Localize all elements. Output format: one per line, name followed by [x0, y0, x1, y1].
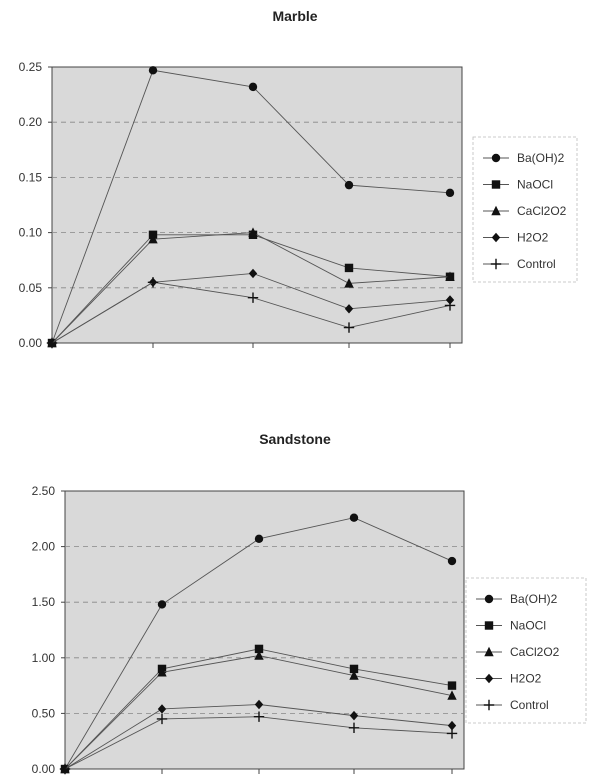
- sandstone-y-tick-label: 0.00: [32, 762, 56, 776]
- marble-legend-label-2: CaCl2O2: [517, 204, 567, 218]
- sandstone-legend-label-2: CaCl2O2: [510, 645, 560, 659]
- marble-legend-marker-0: [491, 153, 501, 163]
- sandstone-point-0-1: [157, 600, 167, 609]
- marble-point-4-3: [343, 322, 355, 333]
- marble-y-tick-label: 0.20: [19, 115, 43, 129]
- sandstone-legend-label-4: Control: [510, 698, 549, 712]
- marble-point-2-1: [148, 234, 158, 244]
- marble-legend-label-4: Control: [517, 257, 556, 271]
- marble-chart: Marble 0.00 0.05 0.10 0.15 0.20 0.25 Ba(OH)2 Na…: [0, 0, 590, 360]
- sandstone-point-4-1: [156, 713, 168, 725]
- sandstone-y-tick-label: 2.50: [32, 484, 56, 498]
- marble-legend-marker-2: [491, 205, 501, 216]
- marble-chart-title: Marble: [272, 8, 318, 24]
- sandstone-legend-box: [465, 577, 587, 724]
- marble-point-4-0: [46, 337, 58, 349]
- sandstone-legend-label-1: NaOCl: [510, 619, 546, 633]
- marble-point-3-3: [344, 304, 354, 314]
- marble-y-tick-label: 0.00: [19, 336, 43, 350]
- sandstone-point-1-4: [447, 681, 457, 690]
- marble-point-0-3: [344, 180, 354, 190]
- sandstone-point-0-3: [349, 513, 359, 522]
- sandstone-legend-label-3: H2O2: [510, 672, 542, 686]
- sandstone-legend-marker-1: [484, 621, 494, 630]
- marble-legend-marker-3: [491, 232, 501, 243]
- sandstone-legend-marker-3: [484, 673, 494, 684]
- sandstone-point-0-2: [254, 534, 264, 544]
- marble-point-3-2: [248, 268, 258, 279]
- marble-legend-marker-4: [490, 258, 502, 270]
- sandstone-point-4-0: [59, 763, 71, 775]
- marble-point-0-4: [445, 188, 455, 198]
- sandstone-point-1-2: [254, 644, 264, 654]
- sandstone-point-2-1: [157, 667, 167, 677]
- sandstone-point-1-3: [349, 664, 359, 674]
- sandstone-point-4-3: [348, 722, 360, 734]
- marble-point-2-2: [248, 227, 258, 237]
- marble-y-tick-label: 0.15: [19, 170, 43, 184]
- sandstone-point-2-2: [254, 650, 264, 660]
- marble-y-tick-label: 0.05: [19, 281, 43, 295]
- marble-y-tick-label: 0.10: [19, 226, 43, 240]
- sandstone-legend-marker-0: [484, 594, 494, 604]
- sandstone-point-0-4: [447, 556, 457, 566]
- sandstone-legend-marker-4: [483, 699, 495, 711]
- marble-point-4-4: [444, 300, 456, 311]
- marble-point-4-1: [147, 277, 159, 288]
- sandstone-point-3-1: [157, 704, 167, 714]
- sandstone-point-3-2: [254, 699, 264, 710]
- marble-point-0-1: [148, 66, 158, 75]
- sandstone-y-tick-label: 0.50: [32, 706, 56, 720]
- marble-legend-label-0: Ba(OH)2: [517, 151, 565, 165]
- sandstone-point-2-3: [349, 670, 359, 680]
- sandstone-chart-title: Sandstone: [259, 431, 331, 447]
- sandstone-y-tick-label: 1.00: [32, 651, 56, 665]
- marble-legend-label-1: NaOCl: [517, 178, 553, 192]
- marble-point-0-2: [248, 82, 258, 92]
- marble-legend-box: [472, 136, 578, 283]
- marble-plot-area: [51, 66, 463, 344]
- marble-point-4-2: [247, 292, 259, 303]
- marble-point-3-4: [445, 295, 455, 305]
- marble-y-tick-label: 0.25: [19, 60, 43, 74]
- sandstone-plot-area: [64, 490, 465, 770]
- sandstone-legend-marker-2: [484, 646, 494, 657]
- sandstone-y-tick-label: 1.50: [32, 595, 56, 609]
- marble-point-1-3: [344, 263, 354, 273]
- sandstone-legend-label-0: Ba(OH)2: [510, 592, 558, 606]
- sandstone-point-4-2: [253, 711, 265, 722]
- sandstone-point-3-3: [349, 710, 359, 721]
- sandstone-point-3-4: [447, 720, 457, 731]
- marble-point-2-4: [445, 271, 455, 281]
- marble-point-2-3: [344, 278, 354, 288]
- marble-chart-svg: 0.00 0.05 0.10 0.15 0.20 0.25 Ba(OH)2 NaOCl CaCl…: [19, 60, 578, 350]
- sandstone-y-tick-label: 2.00: [32, 540, 56, 554]
- marble-legend-marker-1: [491, 180, 501, 189]
- marble-legend-label-3: H2O2: [517, 231, 549, 245]
- sandstone-point-4-4: [446, 728, 458, 739]
- sandstone-point-2-4: [447, 690, 457, 700]
